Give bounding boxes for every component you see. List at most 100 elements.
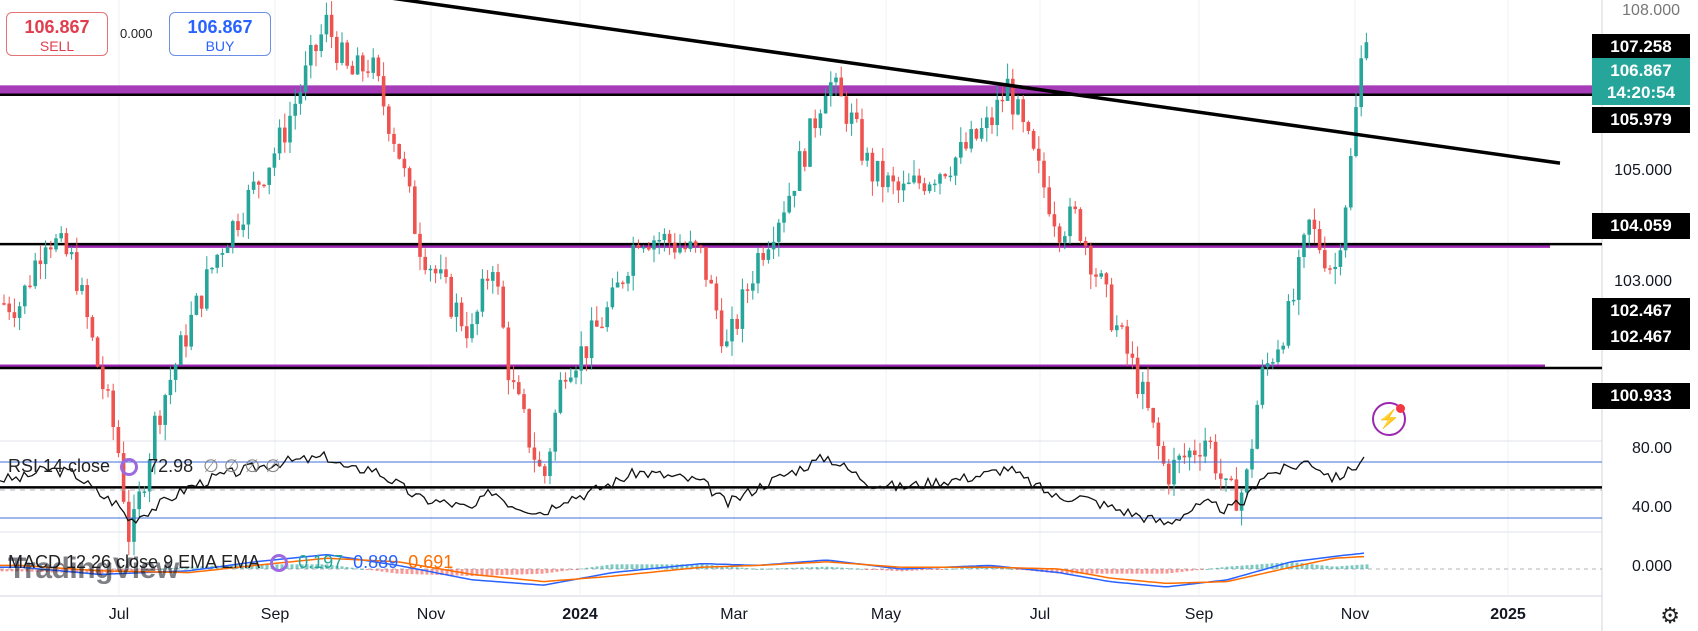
macd-histogram-bar [1360,564,1364,569]
macd-histogram-bar [1065,569,1069,574]
macd-histogram-bar [685,564,689,569]
candle-body [1359,58,1363,108]
candle-body [1354,107,1358,156]
candle-body [621,282,625,285]
candle-body [1141,381,1145,395]
macd-histogram-bar [340,566,344,569]
macd-histogram-bar [490,569,494,576]
macd-histogram-bar [1300,563,1304,569]
macd-histogram-bar [1105,569,1109,574]
macd-histogram-bar [1335,566,1339,569]
macd-histogram-bar [160,568,164,570]
candle-body [1146,381,1150,409]
indicator-settings-icon[interactable] [270,553,289,572]
candle-body [1177,455,1181,460]
macd-histogram-bar [875,569,879,570]
macd-histogram-bar [30,569,34,572]
candle-body [444,269,448,278]
candle-body [673,242,677,253]
macd-histogram-bar [835,567,839,569]
candle-body [563,379,568,382]
rsi-legend[interactable]: RSI 14 close 72.98 ∅ ∅ ∅ ∅ [8,456,281,477]
candle-body [740,289,745,329]
macd-histogram-bar [940,569,944,570]
macd-histogram-bar [1195,569,1199,571]
macd-histogram-bar [165,568,169,570]
macd-histogram-bar [550,569,554,573]
macd-title: MACD 12 26 close 9 EMA EMA [8,552,261,572]
candle-body [870,152,875,182]
macd-histogram-bar [570,569,574,570]
candle-body [1198,455,1202,457]
candle-body [355,55,360,75]
macd-histogram-bar [1240,565,1244,569]
macd-histogram-bar [15,569,19,572]
candle-body [797,151,802,191]
macd-histogram-bar [325,564,329,569]
candle-body [1250,448,1254,470]
candle-body [699,245,703,248]
candle-body [335,36,339,63]
sell-button[interactable]: 106.867 SELL [6,12,108,56]
macd-histogram-bar [445,569,449,576]
macd-histogram-bar [205,566,209,569]
candle-body [1057,226,1062,243]
macd-histogram-bar [845,567,849,569]
buy-button[interactable]: 106.867 BUY [169,12,271,56]
sell-price: 106.867 [24,17,90,37]
current-price-label: 106.867 14:20:54 [1592,58,1690,105]
candle-body [158,415,162,425]
macd-histogram-bar [10,569,14,572]
macd-histogram-bar [290,564,294,569]
macd-histogram-bar [825,566,829,569]
candle-body [1343,207,1348,251]
macd-histogram-bar [40,569,44,572]
macd-histogram-bar [815,566,819,569]
macd-histogram-bar [555,569,559,572]
candle-body [610,287,615,308]
rsi-empty-values: ∅ ∅ ∅ ∅ [203,456,281,476]
macd-histogram-bar [360,568,364,570]
macd-histogram-bar [140,569,144,571]
candle-body [714,283,719,311]
macd-histogram-bar [1350,565,1354,569]
macd-histogram-bar [45,569,49,573]
candle-body [881,160,885,188]
candle-body [855,112,859,120]
candle-body [340,42,344,63]
candle-body [933,183,937,186]
macd-histogram-bar [20,569,24,572]
candle-body [907,182,911,184]
macd-histogram-bar [5,569,9,572]
macd-histogram-bar [410,569,414,575]
candle-body [875,160,880,182]
candle-body [1078,209,1083,241]
macd-histogram-bar [765,568,769,570]
indicator-settings-icon[interactable] [120,457,139,476]
macd-histogram-bar [515,569,519,575]
macd-histogram-bar [35,569,39,572]
flash-icon[interactable]: ⚡ [1372,402,1406,436]
candle-body [792,190,797,196]
macd-histogram-bar [495,569,499,576]
candle-body [54,238,58,250]
tradingview-logo: TradingView [8,552,179,585]
candle-body [766,249,771,260]
candle-body [1161,445,1166,464]
candle-body [1037,148,1041,161]
candle-body [90,317,95,338]
candle-body [376,57,381,77]
macd-histogram-bar [1005,568,1009,570]
candle-body [1042,160,1046,188]
macd-legend[interactable]: MACD 12 26 close 9 EMA EMA 0.197 0.889 0… [8,552,453,573]
candle-body [267,167,271,185]
macd-histogram-bar [925,569,929,570]
candle-body [1172,459,1176,485]
gear-icon[interactable]: ⚙ [1660,603,1680,628]
candle-body [303,65,308,92]
candle-body [1203,440,1207,457]
macd-histogram-bar [1225,566,1229,569]
candle-body [1135,357,1140,395]
candle-body [95,337,100,367]
